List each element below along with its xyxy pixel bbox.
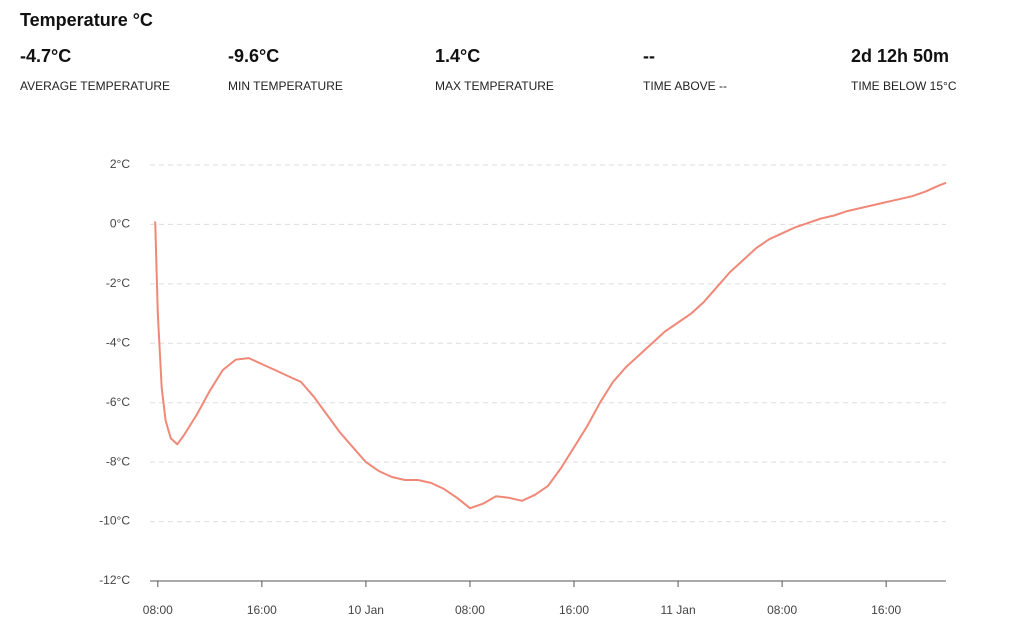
stat-value: -9.6°C [228,46,280,66]
y-tick-label: -12°C [99,573,130,587]
y-tick-label: -10°C [99,514,130,528]
x-tick-label: 16:00 [871,603,901,617]
x-tick-label: 08:00 [455,603,485,617]
x-tick-label: 10 Jan [348,603,384,617]
x-tick-label: 11 Jan [660,603,695,617]
stat-value: -- [643,46,655,66]
y-tick-label: 2°C [110,157,130,171]
stat-label: AVERAGE TEMPERATURE [20,79,171,93]
x-tick-label: 08:00 [143,603,173,617]
y-tick-label: -4°C [106,335,130,349]
widget-title: Temperature °C [20,10,153,30]
temperature-line [154,181,947,510]
stat: 2d 12h 50m TIME BELOW 15°C [851,46,1024,93]
stat-value: 2d 12h 50m [851,46,950,66]
x-tick-label: 08:00 [767,603,797,617]
stat-label: MAX TEMPERATURE [435,79,554,93]
stat-label: TIME ABOVE -- [643,79,728,93]
x-tick-label: 16:00 [559,603,589,617]
stat: 1.4°C MAX TEMPERATURE [435,46,635,93]
stat-label: TIME BELOW 15°C [851,79,957,93]
stat: -4.7°C AVERAGE TEMPERATURE [20,46,220,93]
x-tick-label: 16:00 [247,603,277,617]
stat: -9.6°C MIN TEMPERATURE [228,46,428,93]
y-tick-label: -2°C [106,276,130,290]
stat-label: MIN TEMPERATURE [228,79,343,93]
stat: -- TIME ABOVE -- [643,46,843,93]
y-tick-label: 0°C [110,217,130,231]
stat-value: 1.4°C [435,46,481,66]
stat-value: -4.7°C [20,46,72,66]
y-tick-label: -8°C [106,454,130,468]
y-tick-label: -6°C [106,395,130,409]
